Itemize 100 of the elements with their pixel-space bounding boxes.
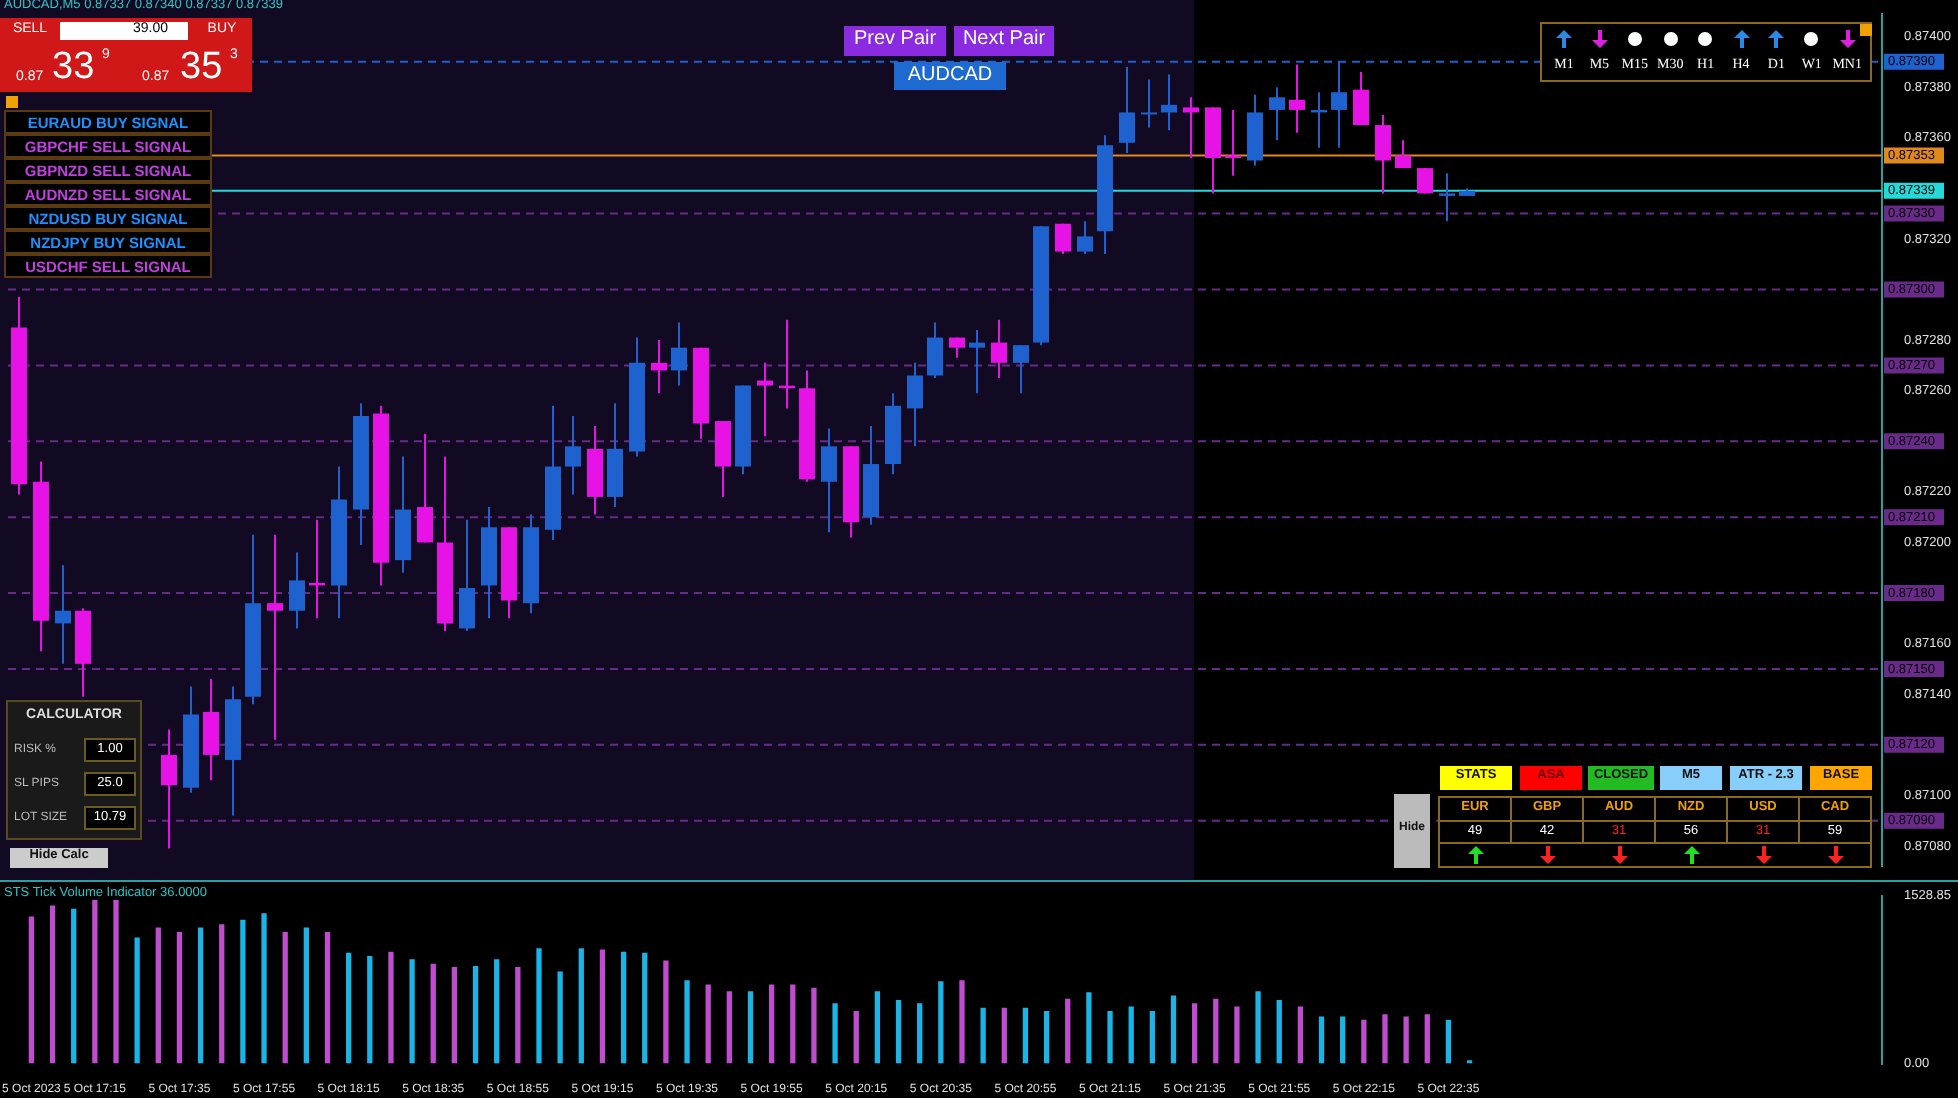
bar [430, 963, 436, 1064]
bar [367, 956, 373, 1064]
bar [1361, 1019, 1367, 1064]
bar [578, 948, 584, 1064]
bar [1107, 1010, 1113, 1064]
candlestick [821, 427, 837, 534]
candlestick [1077, 220, 1093, 256]
bar [832, 1003, 838, 1064]
candlestick [1289, 63, 1305, 134]
bar [599, 949, 606, 1064]
bar [620, 951, 627, 1064]
bar [1318, 1016, 1325, 1064]
bar [1170, 995, 1177, 1064]
bar [726, 991, 732, 1064]
candlestick [927, 321, 943, 380]
bar [303, 927, 309, 1064]
candlestick [1161, 73, 1177, 132]
bar [71, 908, 77, 1064]
candlestick [991, 318, 1007, 380]
candlestick [1375, 113, 1391, 195]
candlestick [289, 551, 305, 630]
bar [811, 987, 817, 1064]
bar [282, 931, 288, 1064]
candlestick [1183, 96, 1199, 159]
bar [747, 991, 754, 1064]
bar [1213, 998, 1219, 1064]
bar [1255, 991, 1261, 1064]
candlestick [1439, 172, 1455, 223]
bar [663, 960, 669, 1064]
bar [1191, 1003, 1198, 1064]
candlestick [671, 321, 687, 387]
bar [92, 900, 98, 1064]
bar [1065, 998, 1071, 1064]
bar [959, 980, 965, 1064]
candlestick [1013, 344, 1029, 395]
bar [895, 999, 902, 1064]
bar [1022, 1007, 1029, 1064]
annotation: AUDCAD [907, 64, 993, 86]
candlestick [1055, 222, 1071, 256]
bar [176, 931, 183, 1064]
candlestick [417, 432, 433, 544]
bar [240, 919, 246, 1064]
bar [113, 900, 119, 1064]
candlestick [969, 328, 985, 395]
candlestick [203, 678, 219, 782]
bar [1086, 992, 1092, 1064]
bar [917, 1003, 923, 1064]
candlestick [1141, 78, 1157, 129]
candlestick [715, 420, 731, 498]
bar [155, 927, 161, 1064]
annotation: 35 [180, 46, 223, 88]
bar [451, 967, 458, 1064]
candlestick [55, 564, 71, 665]
bar [536, 948, 542, 1064]
annotation: 33 [52, 46, 95, 88]
bar [1445, 1019, 1452, 1064]
bar [324, 931, 331, 1064]
candlestick [1395, 139, 1411, 170]
bar [1382, 1014, 1388, 1064]
bar [388, 951, 394, 1064]
bar [134, 937, 140, 1064]
bar [346, 952, 352, 1064]
bar [1403, 1016, 1409, 1064]
candlestick [1417, 167, 1433, 195]
bar [49, 905, 56, 1064]
candlestick [907, 361, 923, 448]
bar [1001, 1007, 1007, 1064]
bar [684, 980, 690, 1064]
bar [769, 984, 775, 1064]
candlestick [1353, 70, 1369, 127]
bar [1149, 1010, 1155, 1064]
bar [1276, 999, 1282, 1064]
bar [1340, 1016, 1346, 1064]
bar [472, 965, 479, 1064]
candlestick [459, 518, 475, 632]
bar [28, 916, 35, 1064]
candlestick [1225, 108, 1241, 177]
bar [261, 913, 267, 1064]
bar [1424, 1014, 1430, 1064]
annotation: Next Pair [962, 28, 1046, 50]
bar [790, 984, 796, 1064]
bar [642, 952, 648, 1064]
bar [853, 1010, 859, 1064]
bar [1128, 1006, 1134, 1064]
candlestick [161, 728, 177, 850]
candlestick [267, 533, 283, 741]
annotation: Prev Pair [853, 28, 937, 50]
candlestick [1119, 65, 1135, 154]
candlestick [565, 414, 581, 496]
bar [1043, 1010, 1050, 1064]
bar [409, 959, 415, 1064]
bar [219, 924, 225, 1064]
bar [1234, 1006, 1240, 1064]
bar [494, 959, 500, 1064]
candlestick [757, 361, 773, 438]
bar [705, 984, 711, 1064]
bar [874, 991, 881, 1064]
bar [1297, 1006, 1304, 1064]
bar [980, 1007, 986, 1064]
pair-buttons: Prev Pair Next Pair AUDCAD [844, 26, 1054, 90]
